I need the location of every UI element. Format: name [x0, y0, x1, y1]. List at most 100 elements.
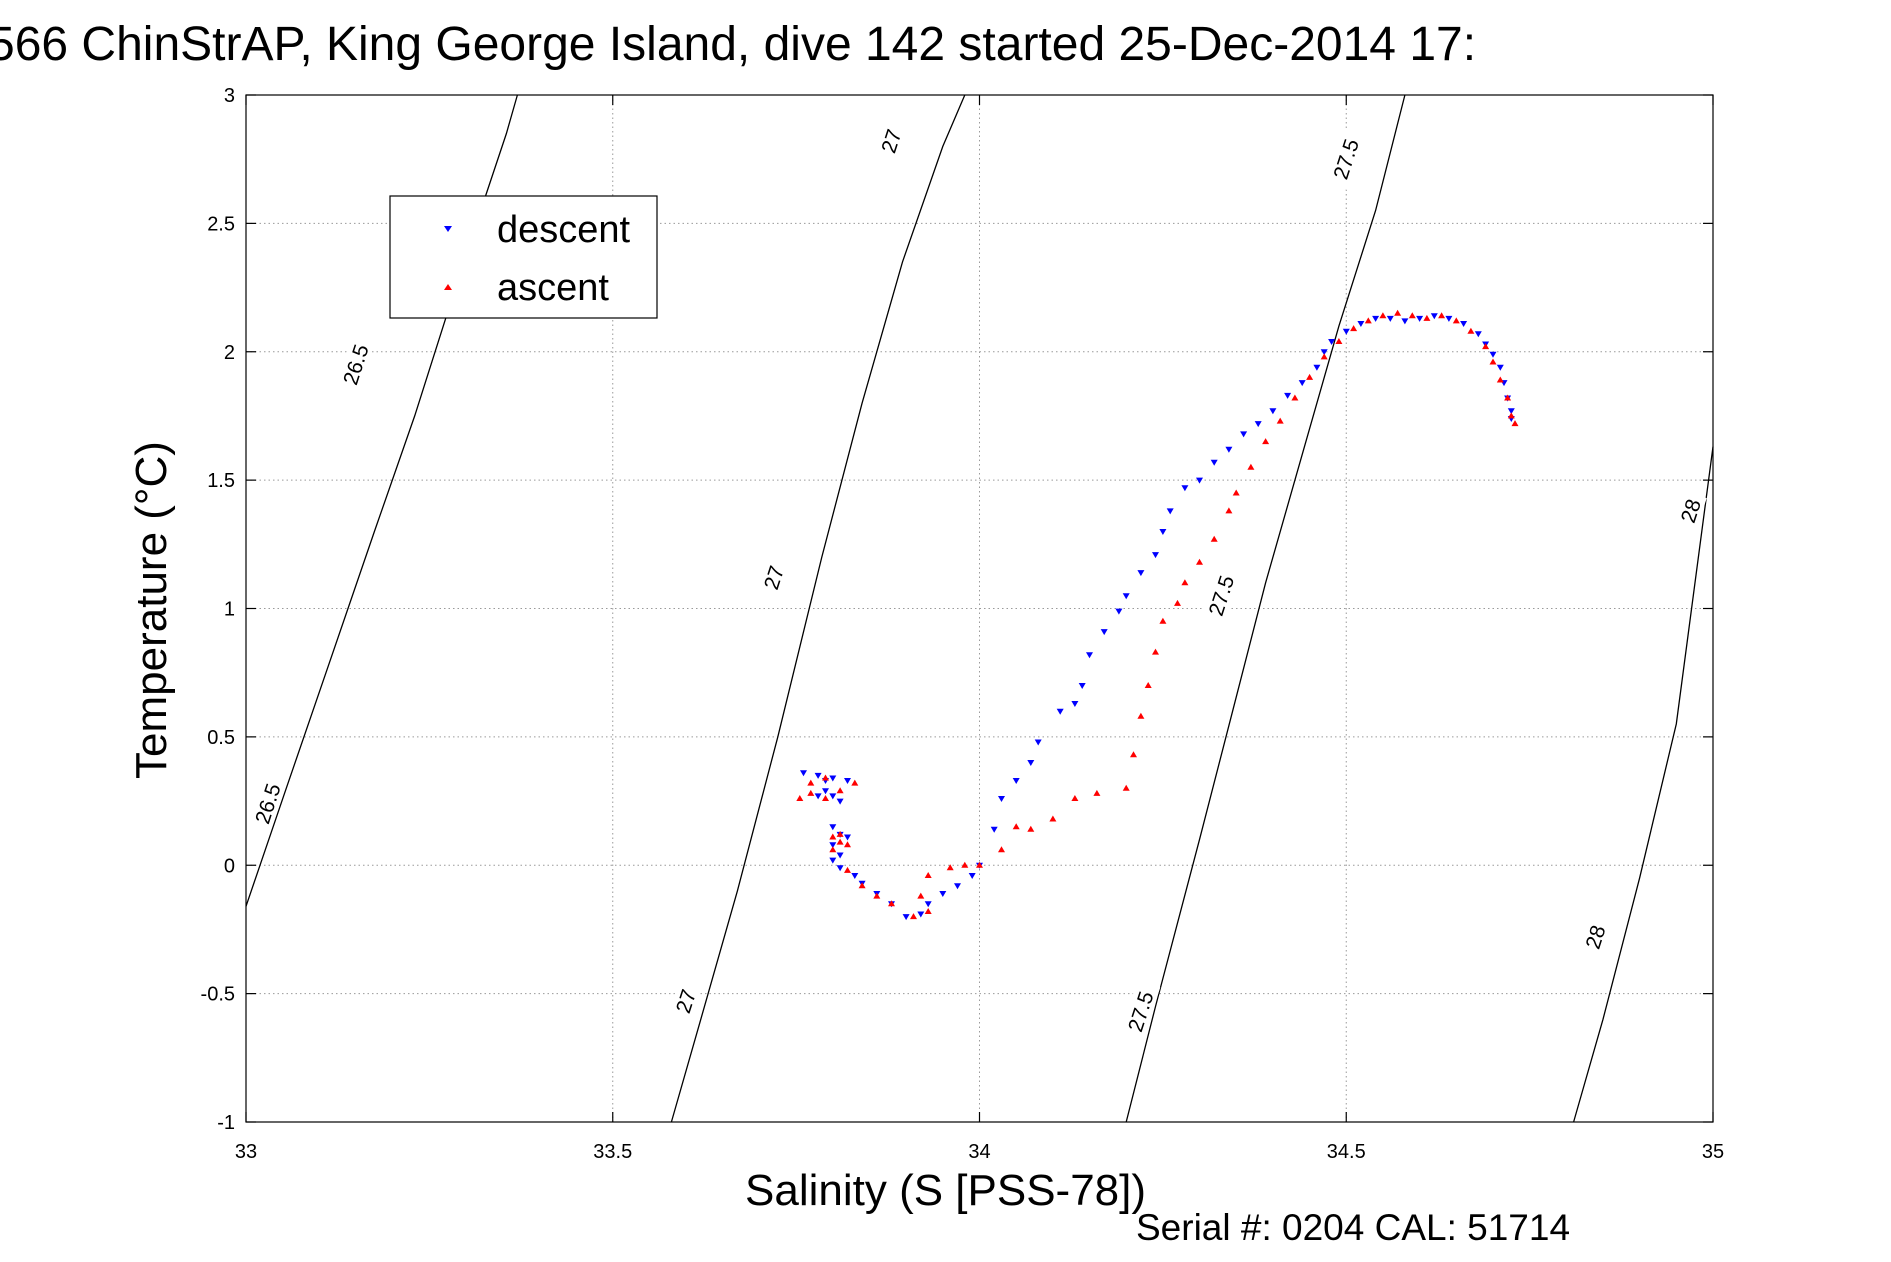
isopycnal-label-group: 27	[756, 557, 790, 598]
descent-point	[1159, 529, 1167, 535]
descent-point	[1254, 421, 1262, 428]
y-tick-label: 1.5	[207, 470, 235, 492]
x-tick-label: 34	[968, 1141, 990, 1163]
ascent-point	[796, 795, 804, 801]
descent-point	[822, 788, 829, 795]
ascent-point	[924, 908, 932, 914]
ascent-point	[1350, 325, 1358, 332]
ascent-point	[1291, 394, 1299, 401]
ascent-series	[796, 309, 1519, 920]
ascent-point	[1306, 373, 1314, 380]
ascent-point	[1511, 420, 1519, 427]
descent-point	[1269, 408, 1277, 415]
y-tick-label: 0.5	[207, 727, 235, 749]
x-axis-ticks: 33 33.5 34 34.5 35	[235, 95, 1724, 1163]
descent-point	[1313, 364, 1321, 371]
ascent-point	[1262, 438, 1270, 445]
ascent-point	[1210, 535, 1218, 542]
ascent-point	[844, 841, 851, 848]
ascent-point	[1174, 599, 1181, 606]
x-tick-label: 34.5	[1327, 1141, 1366, 1163]
isopycnal-label-backing	[873, 121, 908, 161]
ascent-point	[1181, 579, 1189, 586]
descent-point	[1430, 313, 1438, 320]
descent-point	[844, 834, 851, 841]
ascent-point	[1196, 558, 1203, 565]
ascent-point	[1489, 358, 1497, 365]
descent-point	[1298, 380, 1306, 387]
descent-point	[1474, 331, 1482, 338]
isopycnal-27.5	[1125, 94, 1406, 1123]
legend-ascent-label: ascent	[497, 267, 609, 309]
descent-point	[836, 865, 844, 872]
descent-point	[1240, 431, 1248, 438]
ascent-point	[807, 789, 815, 796]
descent-point	[829, 775, 837, 782]
ascent-point	[1247, 463, 1255, 470]
descent-point	[954, 883, 961, 890]
isopycnal-label-backing	[756, 557, 790, 598]
descent-point	[1071, 701, 1079, 707]
chart-title: 566 ChinStrAP, King George Island, dive …	[0, 18, 1476, 71]
ascent-point	[910, 913, 917, 920]
descent-point	[998, 796, 1005, 802]
descent-point	[968, 873, 976, 879]
ascent-point	[1130, 751, 1137, 758]
isopycnal-label-backing	[1578, 916, 1612, 957]
ascent-point	[844, 866, 851, 873]
descent-point	[1027, 760, 1035, 766]
isopycnal-label-backing	[1200, 564, 1241, 627]
descent-point	[1078, 683, 1086, 689]
legend: descent ascent	[389, 195, 658, 319]
ascent-point	[873, 892, 881, 899]
isopycnal-contours	[245, 94, 1714, 1123]
x-tick-label: 33.5	[593, 1141, 632, 1163]
ascent-point	[998, 846, 1005, 853]
descent-point	[1496, 364, 1504, 371]
y-tick-label: 3	[224, 85, 235, 107]
x-tick-label: 33	[235, 1141, 257, 1163]
descent-point	[1181, 485, 1189, 492]
descent-point	[1122, 593, 1130, 600]
ascent-point	[1225, 507, 1233, 514]
isopycnal-label-backing	[1119, 979, 1161, 1043]
ascent-point	[917, 892, 925, 899]
ascent-point	[946, 864, 954, 871]
y-tick-label: 2	[224, 342, 235, 364]
descent-point	[814, 793, 822, 800]
descent-point	[1386, 315, 1394, 322]
isopycnal-label-group: 27	[873, 121, 908, 161]
ascent-point	[1438, 312, 1446, 319]
isopycnal-label-backing	[334, 332, 376, 396]
ascent-point	[1467, 327, 1475, 334]
descent-point	[1342, 328, 1350, 335]
ascent-point	[1504, 394, 1512, 401]
ascent-point	[961, 861, 969, 868]
ascent-point	[1027, 825, 1035, 832]
descent-point	[800, 770, 807, 777]
y-tick-label: 0	[224, 855, 235, 877]
ascent-point	[1507, 412, 1515, 419]
descent-point	[1401, 318, 1409, 325]
descent-point	[1489, 351, 1497, 358]
ascent-point	[1049, 815, 1057, 822]
y-tick-label: -1	[217, 1112, 235, 1134]
legend-ascent-marker	[444, 284, 452, 290]
descent-point	[1034, 739, 1042, 746]
ascent-point	[829, 846, 837, 853]
isopycnal-label-group: 26.5	[334, 332, 376, 396]
isopycnal-27	[670, 94, 966, 1123]
ascent-point	[1379, 312, 1387, 319]
ascent-point	[1320, 353, 1328, 360]
descent-point	[814, 772, 822, 779]
ascent-point	[1137, 712, 1145, 719]
descent-point	[1012, 778, 1020, 784]
ascent-point	[822, 774, 829, 781]
ascent-point	[1071, 795, 1079, 801]
isopycnal-label-group: 26.5	[246, 772, 288, 835]
descent-point	[939, 891, 947, 897]
y-tick-label: 1	[224, 599, 235, 621]
legend-descent-marker	[444, 226, 452, 232]
descent-point	[990, 826, 998, 833]
descent-point	[917, 911, 925, 918]
